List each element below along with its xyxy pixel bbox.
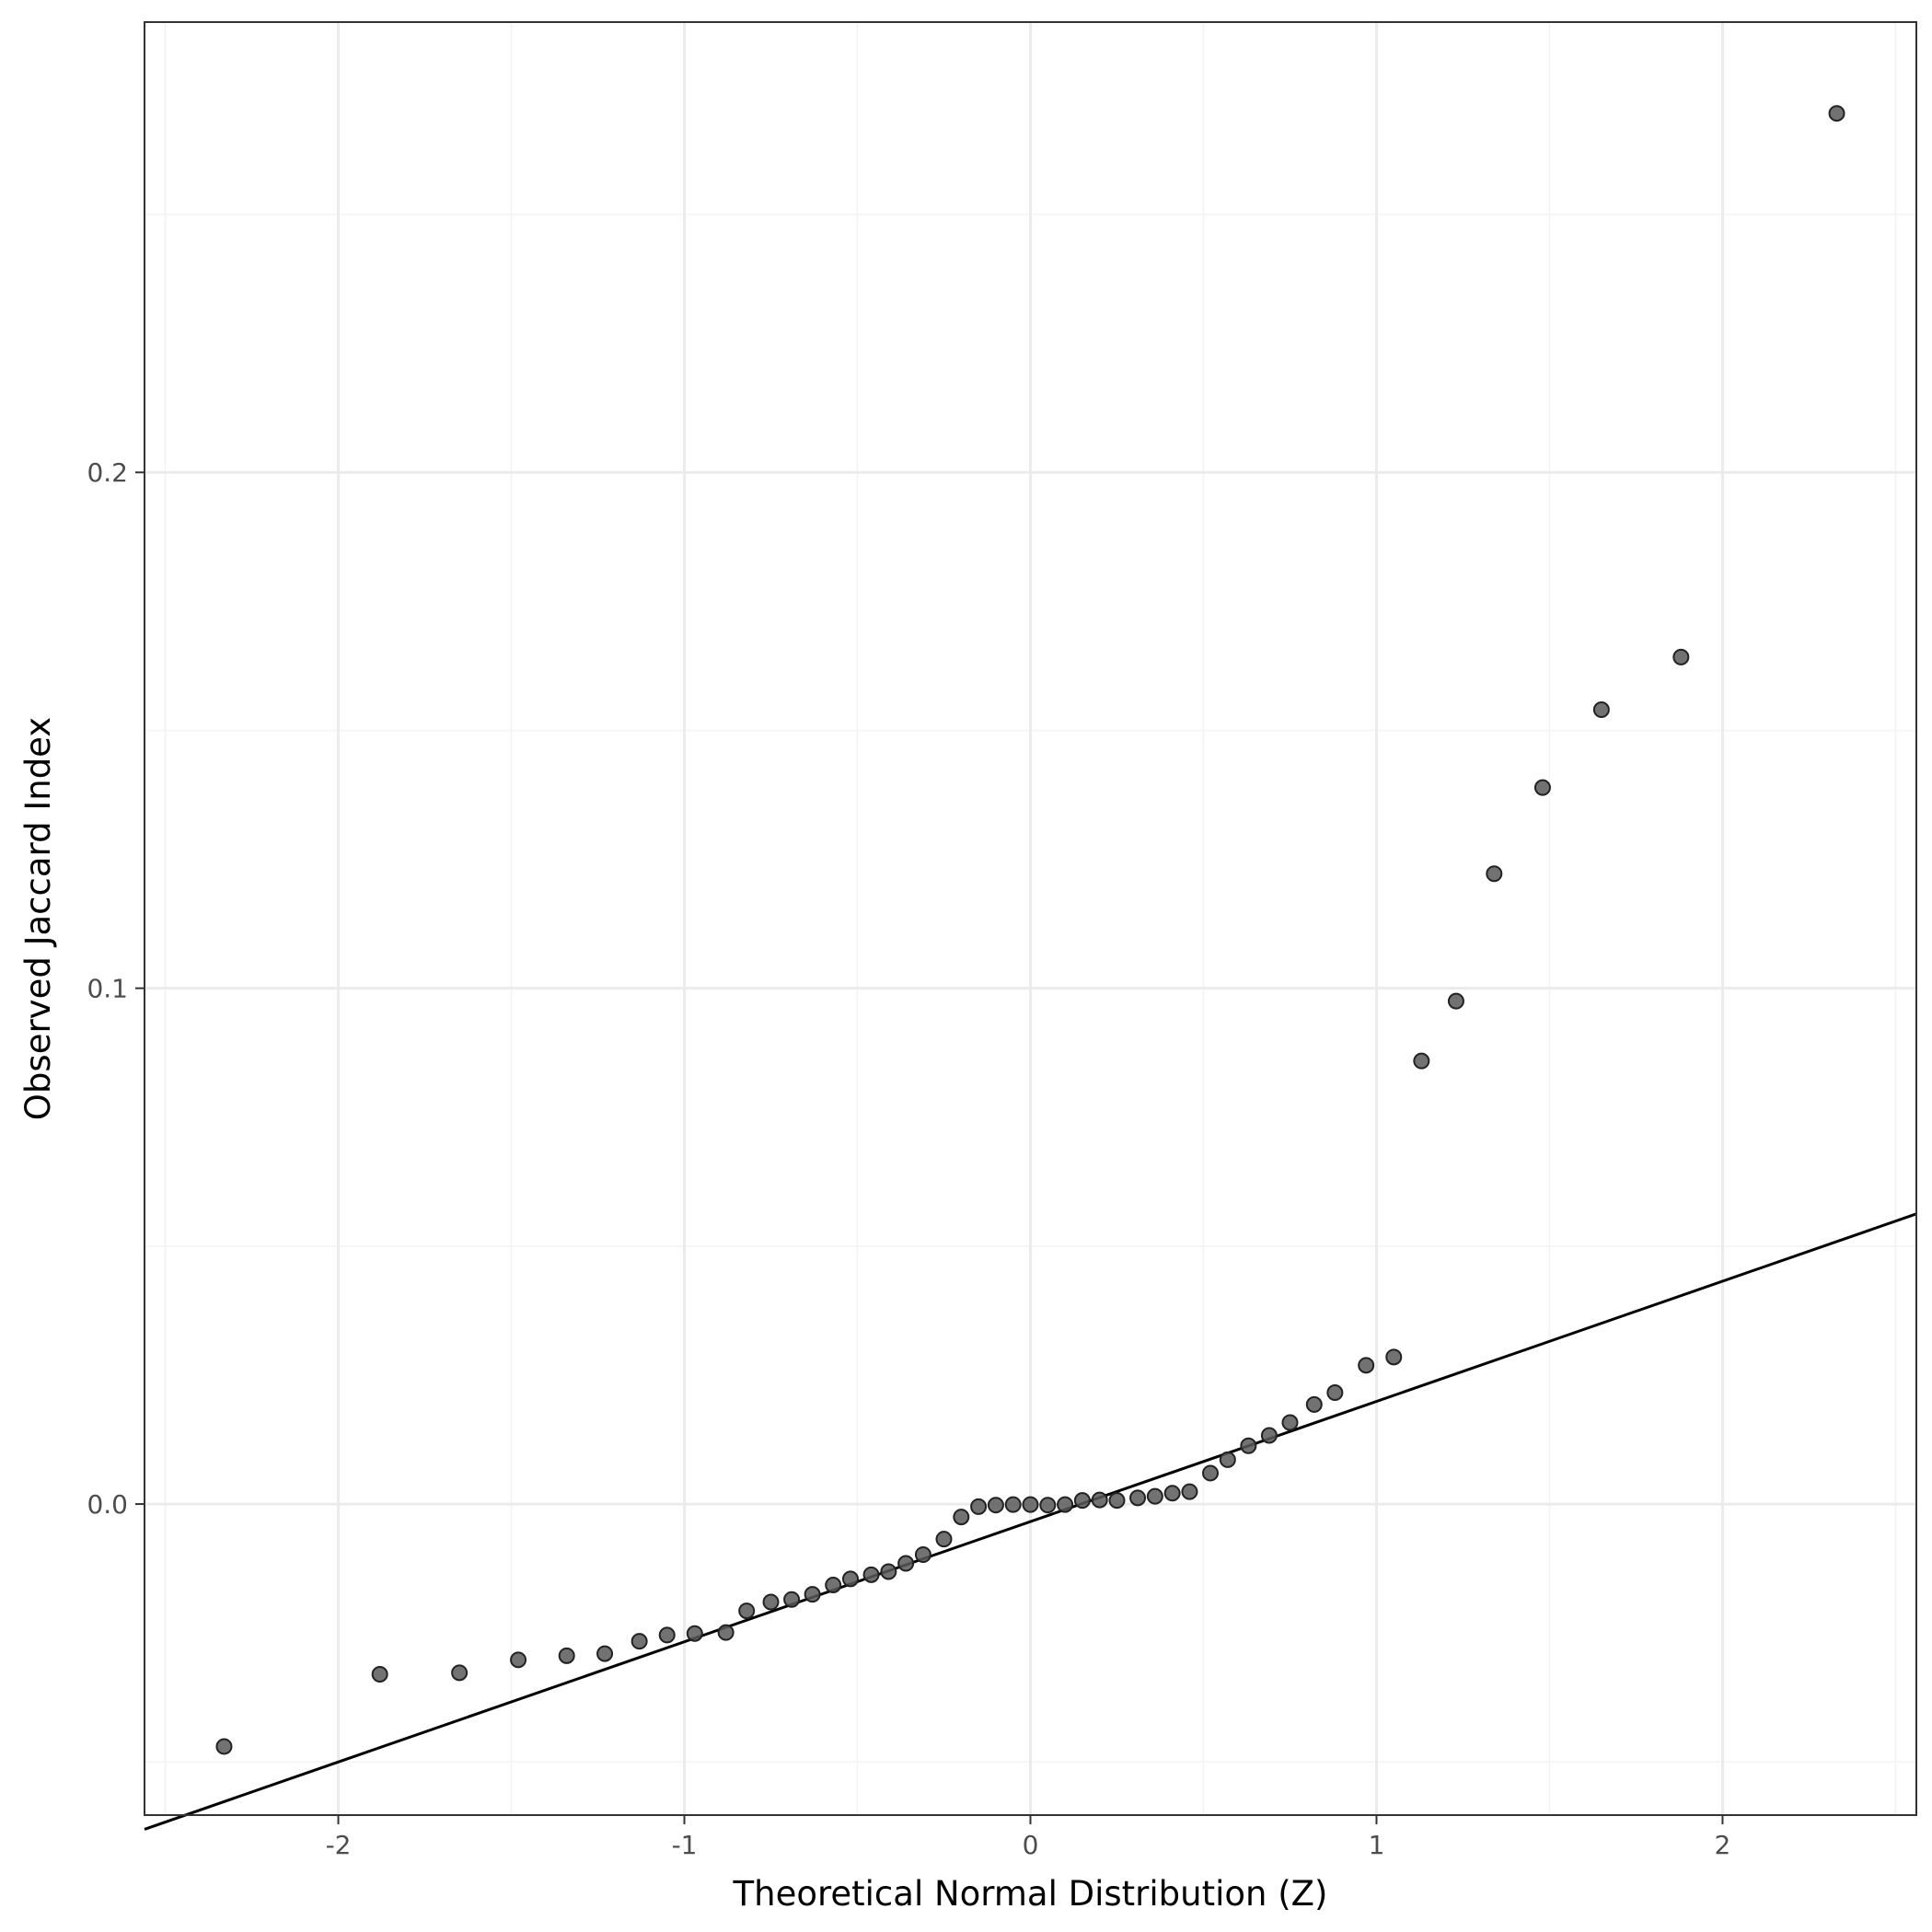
data-point [510,1651,527,1669]
grid-layer [145,22,1916,1815]
axis-layer: -2 -1 0 1 2 0.0 0.1 0.2 [87,457,1730,1860]
data-point [783,1591,801,1608]
data-point [1202,1464,1220,1482]
data-point [1181,1483,1198,1500]
x-tick-label: 1 [1369,1830,1385,1860]
data-point [1073,1492,1091,1510]
data-point [1057,1496,1074,1513]
data-point [862,1566,880,1583]
data-point [371,1666,388,1683]
data-point [1447,992,1464,1010]
data-point [1326,1384,1344,1402]
data-point [987,1497,1004,1514]
data-point [717,1624,735,1641]
data-point [558,1647,575,1664]
data-point [762,1593,780,1611]
data-point [1108,1492,1126,1510]
data-point [1413,1052,1430,1070]
data-point [1672,648,1690,665]
data-point [841,1570,859,1588]
data-point [1592,701,1610,719]
data-point [804,1586,821,1603]
data-point [1828,105,1845,122]
data-point [686,1625,703,1642]
data-point [1004,1496,1022,1513]
data-point [451,1664,469,1682]
x-tick-label: 2 [1715,1830,1731,1860]
data-point [1281,1414,1299,1431]
data-point-layer [215,105,1845,1755]
data-point [1091,1491,1108,1509]
data-point [1240,1437,1257,1454]
data-point [1533,779,1551,796]
data-point [1163,1485,1181,1502]
data-point [1039,1497,1057,1514]
data-point [215,1738,233,1755]
data-point [1219,1451,1236,1468]
data-point [953,1509,970,1526]
data-point [1305,1395,1323,1413]
reference-line-layer [144,1212,1917,1831]
y-axis-title: Observed Jaccard Index [18,717,58,1120]
y-tick-label: 0.0 [87,1489,128,1520]
x-axis-title: Theoretical Normal Distribution (Z) [733,1874,1328,1914]
data-point [1260,1427,1278,1444]
data-point [596,1645,614,1662]
x-tick-label: -2 [326,1830,352,1860]
data-point [1358,1357,1375,1374]
data-point [1129,1489,1147,1507]
x-tick-label: -1 [672,1830,698,1860]
data-point [914,1545,931,1563]
data-point [1146,1487,1163,1505]
data-point [880,1563,897,1580]
data-point [825,1577,842,1594]
y-tick-label: 0.2 [87,457,128,488]
y-tick-label: 0.1 [87,974,128,1004]
data-point [658,1626,676,1644]
data-point [738,1602,756,1620]
data-point [897,1555,915,1572]
data-point [1486,865,1503,883]
data-point [935,1531,953,1548]
data-point [1385,1348,1403,1366]
data-point [1022,1496,1039,1513]
x-tick-label: 0 [1023,1830,1039,1860]
data-point [631,1633,648,1650]
reference-line [144,1212,1917,1831]
data-point [970,1498,988,1515]
